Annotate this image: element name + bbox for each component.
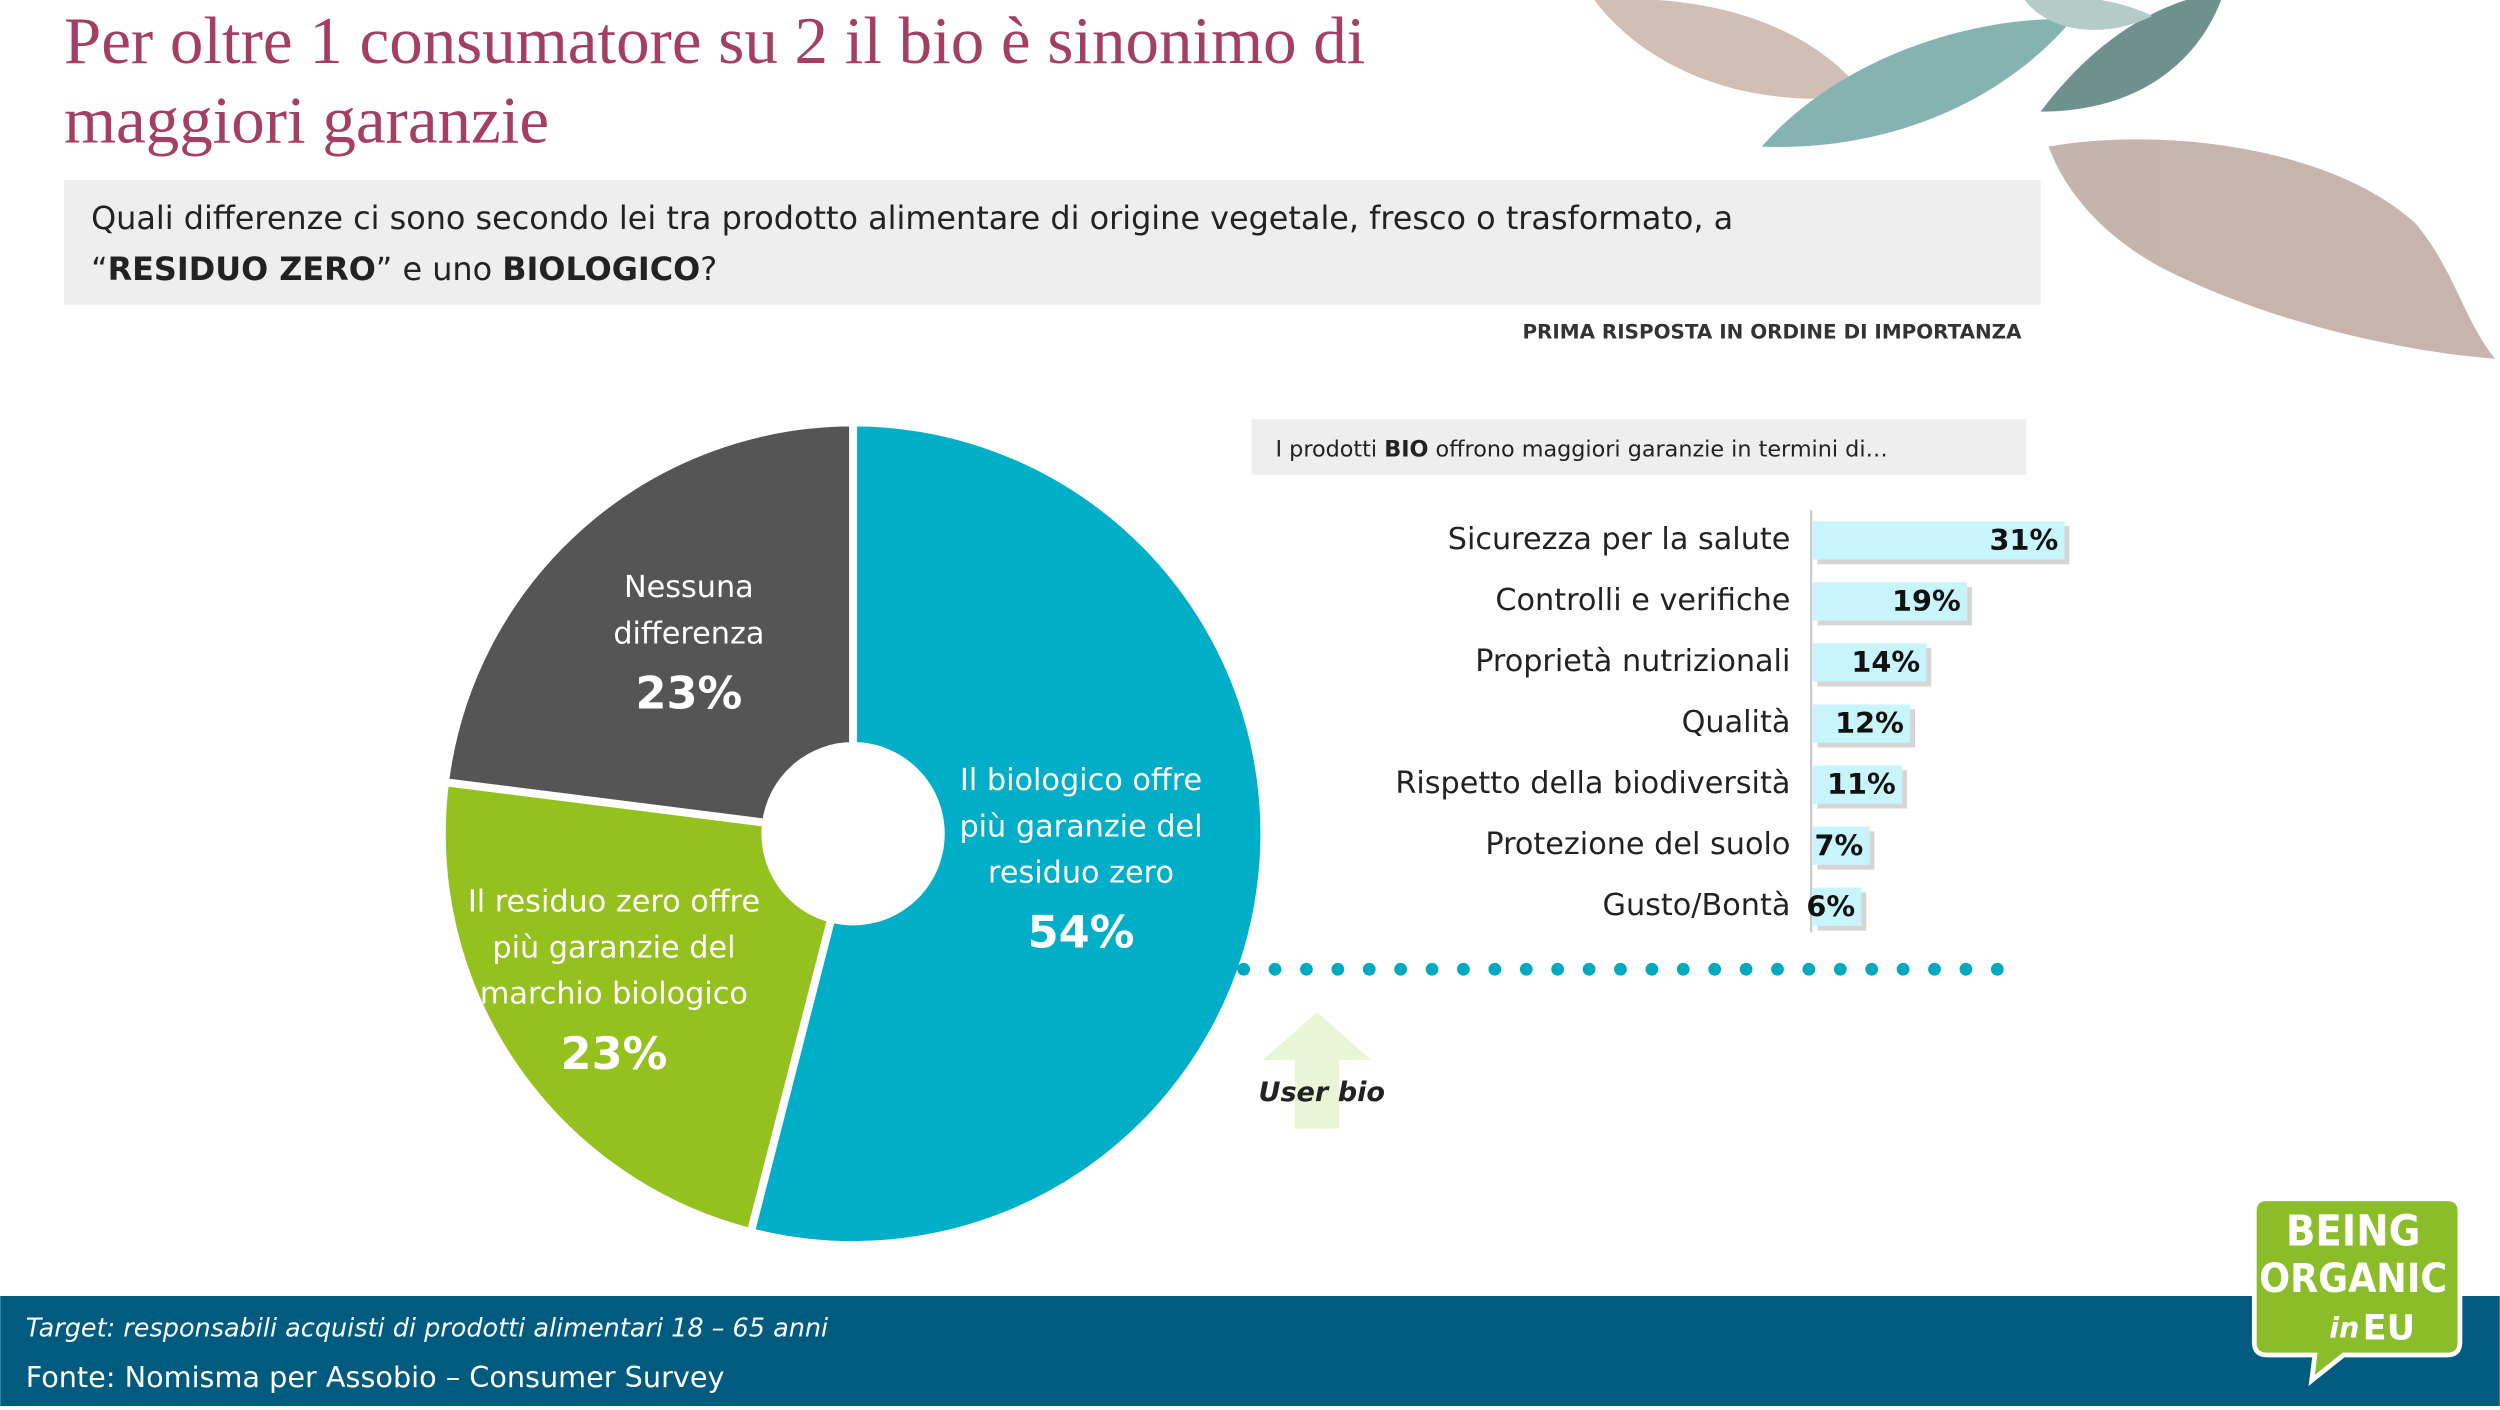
question-segment: RESIDUO ZERO — [108, 250, 376, 288]
dot — [1771, 962, 1784, 976]
dot — [1551, 962, 1565, 976]
dot — [1331, 962, 1345, 976]
slice-label: Nessuna differenza — [613, 570, 764, 651]
dot — [1394, 962, 1408, 976]
dot — [1833, 962, 1847, 976]
logo-line-2: ORGANIC — [2259, 1256, 2447, 1302]
question-segment: BIOLOGICO — [502, 250, 700, 288]
dot — [1268, 962, 1282, 976]
bar-category-label: Protezione del suolo — [1485, 827, 1790, 862]
dot — [1645, 962, 1659, 976]
subtitle-segment: I prodotti — [1276, 436, 1385, 462]
bar-value-label: 6% — [1806, 889, 1855, 923]
bar-category-label: Gusto/Bontà — [1603, 888, 1791, 923]
dot — [1802, 962, 1816, 976]
dotted-separator — [1237, 962, 2004, 976]
bar-category-label: Proprietà nutrizionali — [1475, 644, 1790, 679]
bar — [1812, 765, 1903, 804]
question-segment: ” e uno — [376, 250, 502, 288]
pie-slice — [745, 418, 1269, 1249]
pie-chart: Il biologico offre più garanzie del residu… — [437, 418, 1269, 1249]
slice-value: 54% — [1028, 907, 1135, 959]
dot — [1959, 962, 1973, 976]
bar-subtitle-box — [1251, 419, 2027, 476]
dot — [1739, 962, 1753, 976]
footer-source: Fonte: Nomisma per Assobio – Consumer Su… — [26, 1360, 725, 1394]
bar — [1812, 643, 1927, 682]
bar-category-label: Rispetto della biodiversità — [1395, 766, 1790, 801]
bar — [1812, 704, 1911, 743]
leaves-decoration — [1594, 0, 2495, 359]
question-line-2: “RESIDUO ZERO” e uno BIOLOGICO? — [91, 250, 717, 288]
logo-line-1: BEING — [2286, 1206, 2421, 1256]
subtitle-segment: BIO — [1384, 436, 1428, 462]
bar-value-label: 19% — [1892, 584, 1961, 618]
pie-slice — [440, 418, 858, 828]
footer-band — [0, 1296, 2500, 1406]
dot — [1362, 962, 1376, 976]
dot — [1865, 962, 1879, 976]
bar-value-label: 31% — [1990, 523, 2059, 557]
bar-category-label: Controlli e verifiche — [1495, 583, 1790, 618]
question-segment: “ — [91, 250, 108, 288]
slice-label: Il residuo zero offre più garanzie del mar… — [468, 884, 760, 1011]
dot — [1300, 962, 1313, 976]
question-segment: Quali differenze ci sono secondo lei tra… — [91, 199, 1733, 237]
bar — [1812, 826, 1870, 865]
title: Per oltre 1 consumatore su 2 il bio è si… — [64, 4, 1365, 158]
bar-value-label: 11% — [1827, 767, 1896, 801]
dot — [1519, 962, 1533, 976]
footer-target: Target: responsabili acquisti di prodott… — [26, 1313, 828, 1343]
dot — [1896, 962, 1910, 976]
question-line-1: Quali differenze ci sono secondo lei tra… — [91, 199, 1733, 237]
dot — [1488, 962, 1502, 976]
dot — [1708, 962, 1722, 976]
dot — [1425, 962, 1439, 976]
bar — [1812, 582, 1968, 621]
bar-subtitle: I prodotti BIO offrono maggiori garanzie… — [1276, 436, 1888, 462]
bar-value-label: 7% — [1814, 828, 1863, 862]
bar — [1812, 521, 2065, 560]
logo-in: in — [2329, 1310, 2359, 1344]
bar-value-label: 14% — [1851, 645, 1920, 679]
dot — [1582, 962, 1596, 976]
question-box — [63, 180, 2041, 305]
slice-value: 23% — [635, 668, 742, 720]
bar — [1812, 887, 1862, 926]
dot — [1676, 962, 1690, 976]
bar-category-label: Sicurezza per la salute — [1448, 522, 1791, 557]
pie-slice — [437, 777, 837, 1237]
dot — [1457, 962, 1470, 976]
subtitle-segment: offrono maggiori garanzie in termini di… — [1428, 436, 1887, 462]
dot — [1614, 962, 1627, 976]
slice-value: 23% — [561, 1028, 668, 1080]
bar-chart: Sicurezza per la salute 31% Controlli e ve… — [1395, 510, 2070, 933]
question-segment: ? — [700, 250, 717, 288]
note: PRIMA RISPOSTA IN ORDINE DI IMPORTANZA — [1522, 321, 2022, 344]
slice-label: Il biologico offre più garanzie del residu… — [959, 763, 1202, 890]
bar-category-label: Qualità — [1682, 705, 1791, 740]
user-label: User bio — [1258, 1077, 1385, 1108]
dot — [1990, 962, 2004, 976]
logo: BEING ORGANIC in EU — [2251, 1196, 2463, 1387]
dot — [1237, 962, 1250, 976]
up-arrow — [1262, 1012, 1372, 1129]
bar-value-label: 12% — [1835, 706, 1904, 740]
dot — [1928, 962, 1941, 976]
logo-eu: EU — [2363, 1307, 2415, 1348]
